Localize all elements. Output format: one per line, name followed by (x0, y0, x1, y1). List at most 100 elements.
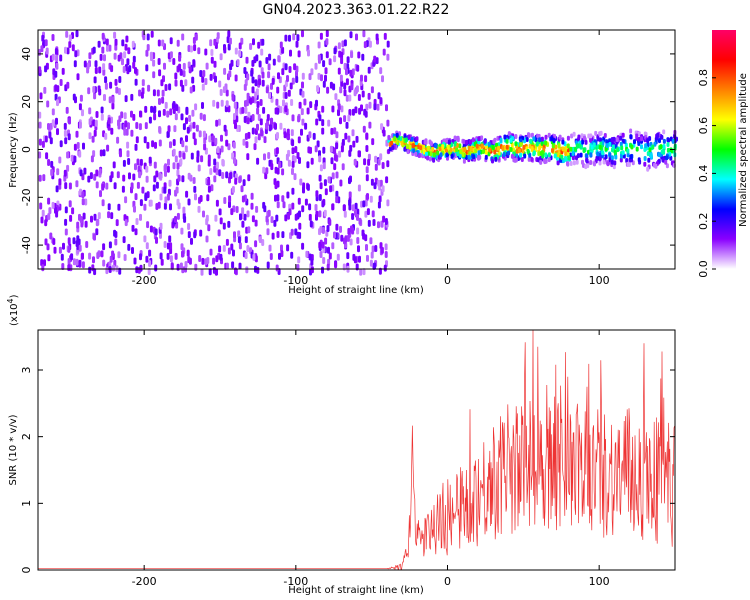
spectrogram-cell (339, 74, 343, 82)
spectrogram-cell (227, 220, 231, 228)
spectrogram-cell (315, 99, 318, 107)
spectrogram-cell (462, 139, 466, 145)
spectrogram-cell (108, 44, 112, 52)
spectrogram-cell (286, 128, 290, 136)
spectrogram-cell (256, 157, 260, 165)
spectrogram-cell (76, 243, 80, 250)
spectrogram-cell (331, 242, 335, 250)
spectrogram-cell (78, 213, 81, 221)
spectrogram-cell (493, 149, 497, 155)
spectrogram-cell (293, 63, 297, 71)
spectrogram-cell (196, 150, 200, 158)
spectrogram-cell (110, 171, 114, 179)
spectrogram-cell (155, 181, 159, 189)
spectrogram-cell (159, 252, 163, 260)
spectrogram-cell (340, 145, 344, 153)
spectrogram-cell (180, 113, 184, 121)
spectrogram-cell (335, 223, 339, 231)
spectrogram-cell (107, 117, 111, 125)
spectrogram-cell (124, 43, 128, 51)
spectrogram-cell (207, 185, 211, 193)
spectrogram-cell (391, 145, 395, 151)
spectrogram-cell (204, 48, 208, 56)
spectrogram-cell (477, 155, 481, 161)
spectrogram-cell (543, 159, 547, 165)
spectrogram-cell (142, 33, 146, 41)
spectrogram-cell (599, 137, 602, 143)
spectrogram-cell (199, 70, 203, 77)
spectrogram-cell (54, 48, 58, 55)
spectrogram-cell (380, 220, 384, 228)
spectrogram-cell (254, 79, 258, 87)
spectrogram-cell (372, 219, 376, 226)
spectrogram-cell (147, 84, 151, 92)
spectrogram-cell (331, 203, 335, 211)
spectrogram-cell (310, 266, 314, 274)
spectrogram-cell (117, 54, 121, 62)
spectrogram-cell (384, 243, 388, 251)
spectrogram-cell (181, 175, 185, 183)
spectrogram-cell (172, 148, 176, 156)
spectrogram-cell (182, 152, 186, 160)
spectrogram-cell (147, 268, 151, 275)
spectrogram-cell (154, 228, 158, 236)
spectrogram-cell (235, 206, 239, 213)
spectrogram-cell (432, 157, 436, 163)
spectrogram-cell (86, 66, 90, 74)
spectrogram-cell (483, 138, 487, 144)
spectrogram-cell (530, 147, 534, 153)
spectrogram-cell (318, 241, 322, 249)
spectrogram-cell (251, 127, 255, 135)
spectrogram-cell (85, 241, 89, 248)
spectrogram-cell (356, 64, 360, 72)
spectrogram-cell (252, 253, 256, 261)
spectrogram-cell (268, 124, 272, 132)
spectrogram-cell (138, 89, 142, 97)
spectrogram-cell (166, 193, 170, 201)
spectrogram-cell (38, 174, 42, 182)
spectrogram-cell (343, 39, 347, 47)
spectrogram-cell (216, 146, 220, 154)
spectrogram-cell (133, 205, 136, 213)
spectrogram-cell (371, 245, 375, 253)
spectrogram-cell (319, 182, 323, 190)
spectrogram-cell (662, 144, 666, 149)
spectrogram-cell (259, 118, 263, 126)
spectrogram-cell (164, 84, 168, 91)
spectrogram-cell (106, 44, 109, 52)
spectrogram-cell (225, 171, 229, 179)
spectrogram-cell (225, 238, 229, 246)
spectrogram-cell (343, 89, 347, 97)
spectrogram-cell (233, 231, 236, 239)
spectrogram-cell (174, 79, 178, 87)
spectrogram-cell (169, 37, 173, 45)
spectrogram-cell (351, 213, 355, 220)
spectrogram-cell (178, 63, 182, 71)
spectrogram-cell (47, 159, 51, 166)
spectrogram-cell (566, 143, 570, 149)
spectrogram-cell (290, 251, 294, 259)
spectrogram-cell (626, 152, 630, 158)
spectrogram-cell (159, 222, 163, 230)
spectrogram-cell (276, 86, 280, 94)
spectrogram-cell (109, 81, 113, 89)
spectrogram-cell (611, 144, 615, 150)
spectrogram-cell (544, 134, 548, 140)
spectrogram-cell (329, 81, 333, 89)
spectrogram-cell (324, 237, 328, 245)
spectrogram-cell (185, 135, 188, 143)
spectrogram-cell (182, 206, 186, 214)
spectrogram-cell (317, 41, 321, 49)
spectrogram-cell (125, 128, 129, 136)
spectrogram-cell (303, 98, 307, 106)
spectrogram-cell (314, 204, 318, 211)
spectrogram-cell (72, 93, 76, 101)
spectrogram-cell (149, 199, 153, 207)
spectrogram-cell (210, 49, 214, 56)
spectrogram-cell (428, 156, 432, 162)
spectrogram-cell (349, 69, 353, 77)
spectrogram-cell (39, 92, 43, 100)
spectrogram-cell (375, 57, 379, 65)
spectrogram-cell (140, 91, 144, 99)
